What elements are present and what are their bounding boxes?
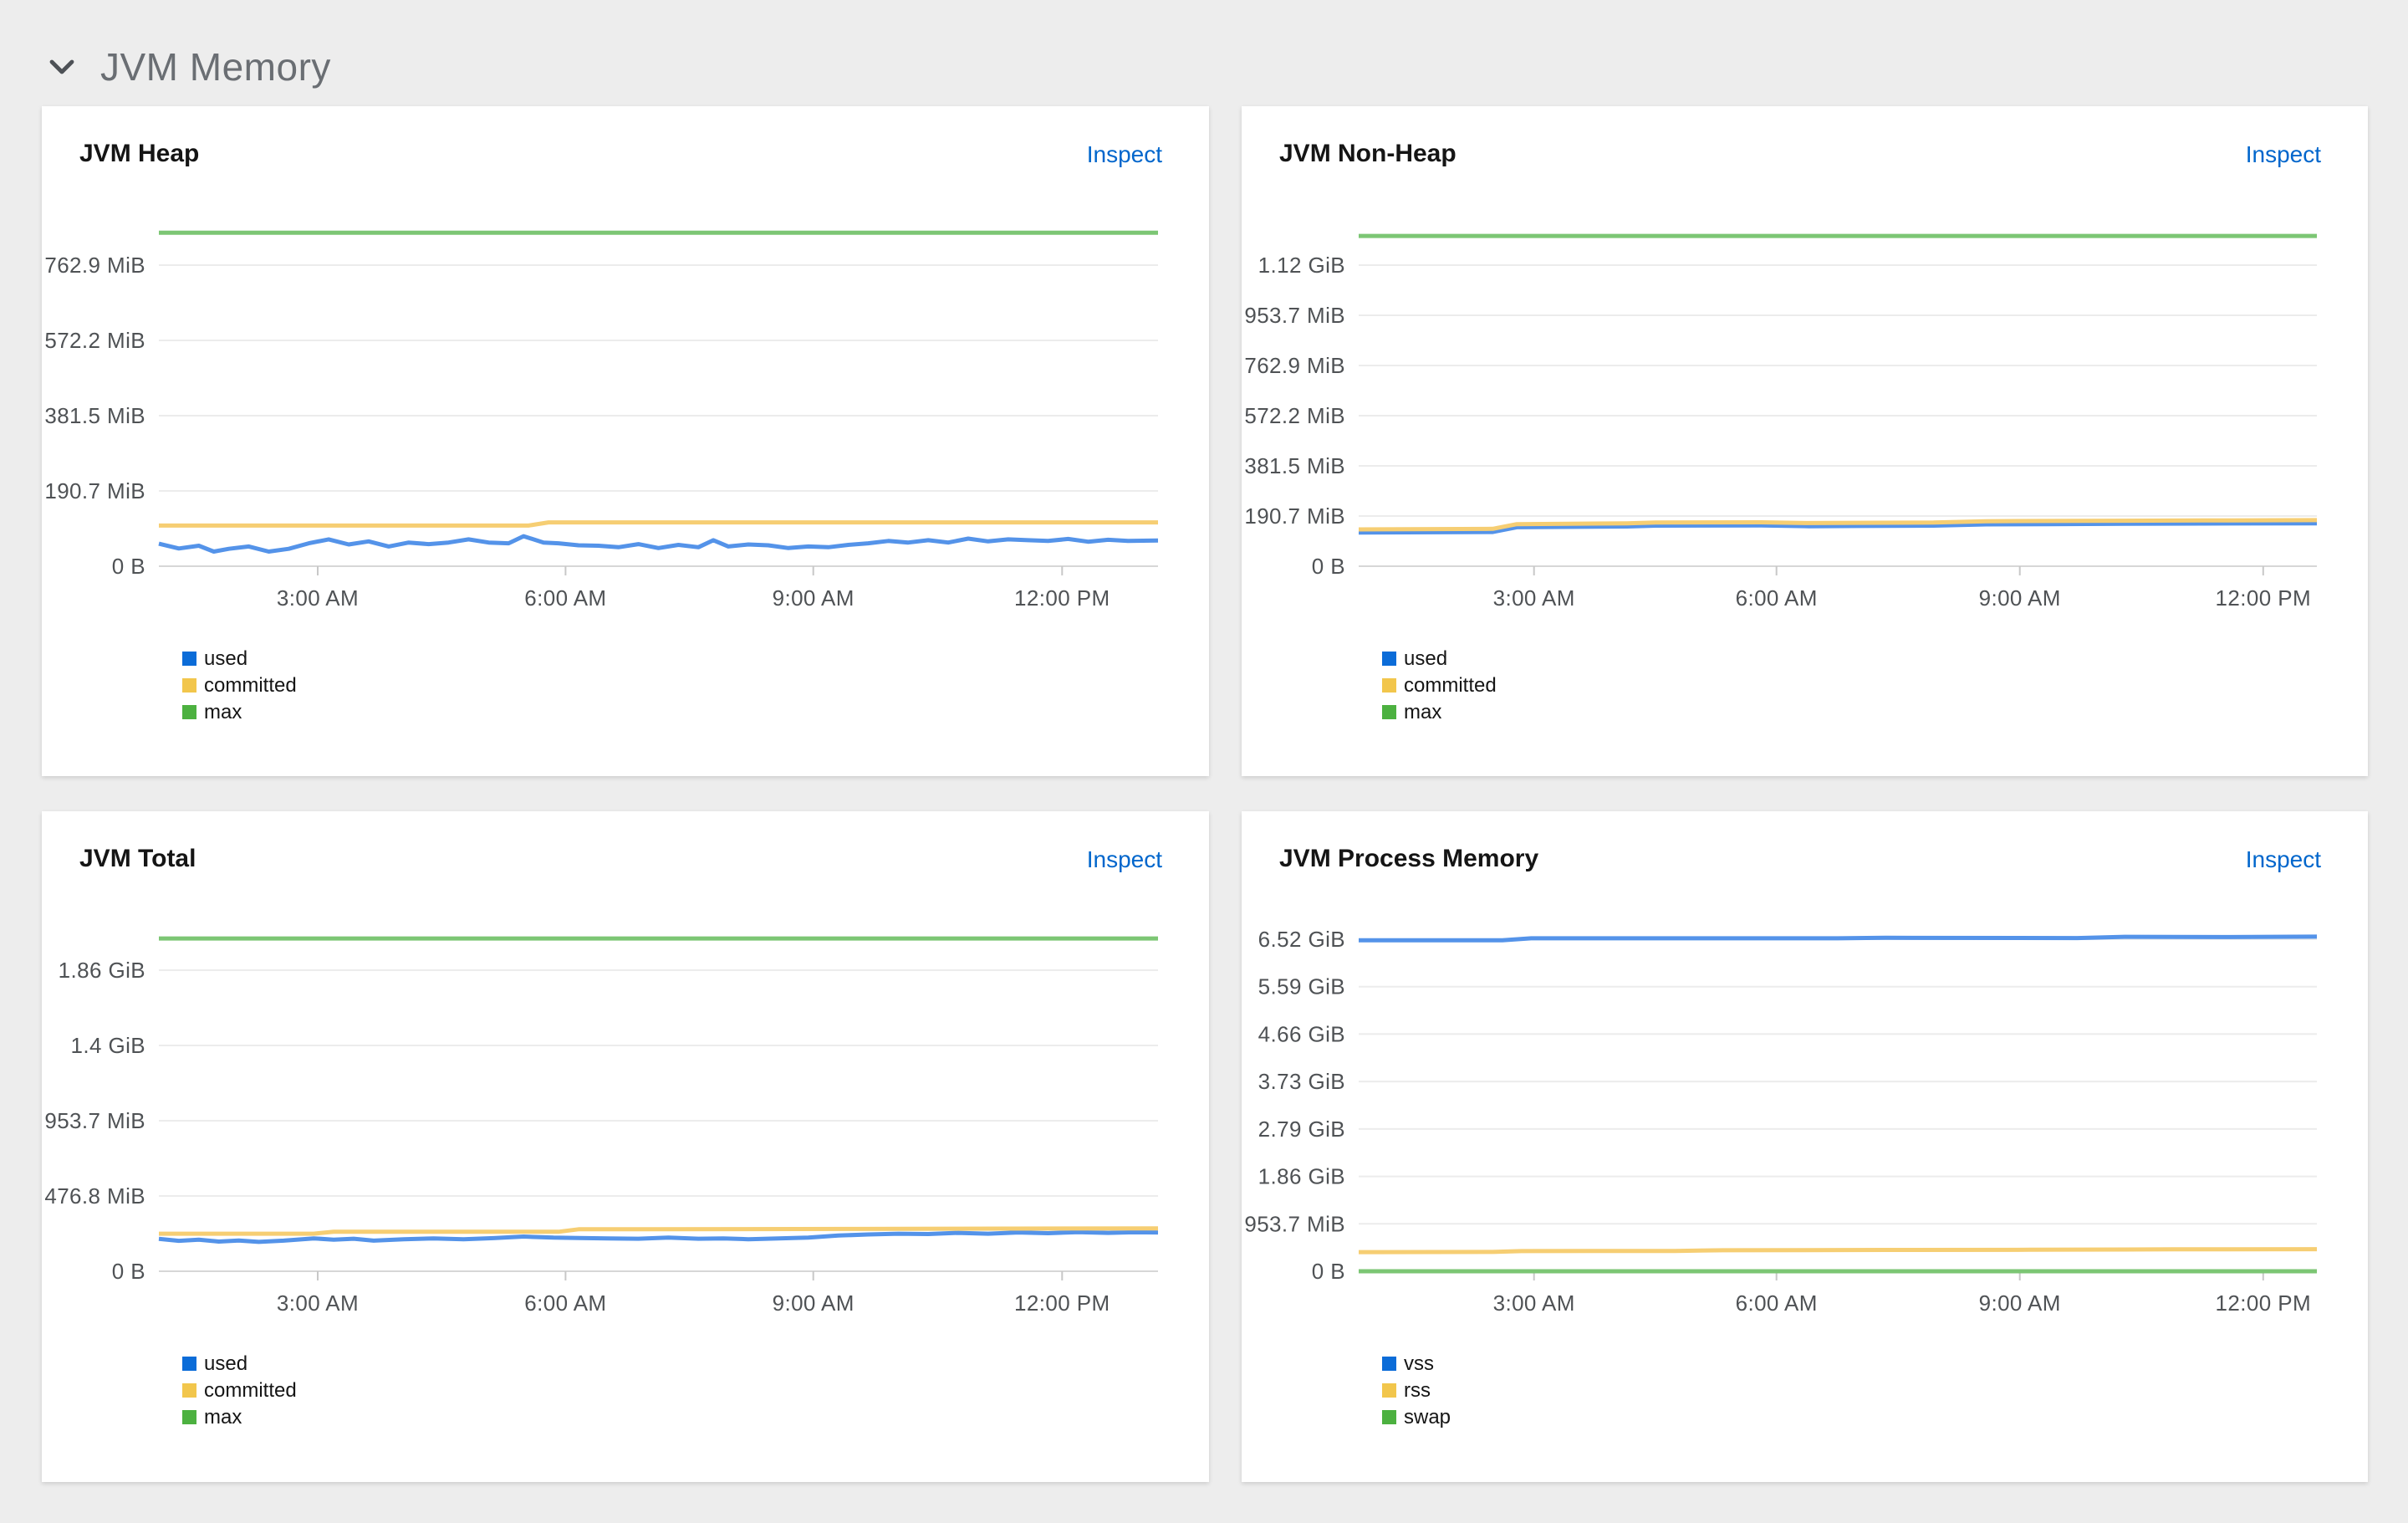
legend-swatch-vss xyxy=(1382,1357,1396,1371)
svg-text:12:00 PM: 12:00 PM xyxy=(2216,1290,2312,1316)
svg-text:3.73 GiB: 3.73 GiB xyxy=(1258,1069,1345,1094)
svg-text:9:00 AM: 9:00 AM xyxy=(773,1290,855,1316)
chart-title: JVM Total xyxy=(79,845,196,873)
legend-item-committed: committed xyxy=(1382,676,1497,695)
legend-label: max xyxy=(1404,703,1441,722)
svg-text:381.5 MiB: 381.5 MiB xyxy=(44,403,145,428)
svg-text:476.8 MiB: 476.8 MiB xyxy=(44,1183,145,1209)
svg-text:762.9 MiB: 762.9 MiB xyxy=(1244,353,1345,378)
chart-title: JVM Process Memory xyxy=(1279,845,1538,873)
svg-text:9:00 AM: 9:00 AM xyxy=(773,585,855,611)
card-jvm-process-memory: 6.52 GiB 5.59 GiB 4.66 GiB 3.73 GiB 2.79 GiB… xyxy=(1242,811,2368,1482)
svg-text:6:00 AM: 6:00 AM xyxy=(1736,585,1818,611)
legend-label: swap xyxy=(1404,1408,1451,1427)
svg-text:3:00 AM: 3:00 AM xyxy=(277,585,359,611)
chart-legend: used committed max xyxy=(182,1354,297,1427)
legend-label: used xyxy=(204,649,247,668)
legend-label: rss xyxy=(1404,1381,1431,1400)
svg-text:0 B: 0 B xyxy=(1312,554,1345,579)
svg-text:190.7 MiB: 190.7 MiB xyxy=(44,478,145,503)
svg-text:12:00 PM: 12:00 PM xyxy=(1014,1290,1110,1316)
section-jvm-memory-toggle[interactable]: JVM Memory xyxy=(47,40,331,94)
svg-text:381.5 MiB: 381.5 MiB xyxy=(1244,453,1345,478)
legend-item-used: used xyxy=(182,1354,297,1373)
inspect-link[interactable]: Inspect xyxy=(2246,141,2321,168)
legend-label: committed xyxy=(204,1381,297,1400)
legend-item-max: max xyxy=(182,1408,297,1427)
chevron-down-icon xyxy=(47,52,77,82)
svg-text:762.9 MiB: 762.9 MiB xyxy=(44,253,145,278)
legend-item-swap: swap xyxy=(1382,1408,1451,1427)
legend-label: max xyxy=(204,1408,242,1427)
inspect-link[interactable]: Inspect xyxy=(1087,846,1162,873)
legend-item-used: used xyxy=(1382,649,1497,668)
svg-text:6.52 GiB: 6.52 GiB xyxy=(1258,927,1345,952)
legend-label: max xyxy=(204,703,242,722)
card-jvm-heap: 762.9 MiB 572.2 MiB 381.5 MiB 190.7 MiB 0 B 3… xyxy=(42,106,1209,776)
svg-text:0 B: 0 B xyxy=(112,554,145,579)
legend-item-max: max xyxy=(182,703,297,722)
svg-text:572.2 MiB: 572.2 MiB xyxy=(44,328,145,353)
svg-text:0 B: 0 B xyxy=(112,1259,145,1284)
svg-text:953.7 MiB: 953.7 MiB xyxy=(44,1108,145,1133)
chart-legend: used committed max xyxy=(1382,649,1497,722)
legend-swatch-max xyxy=(1382,705,1396,719)
svg-text:4.66 GiB: 4.66 GiB xyxy=(1258,1021,1345,1046)
card-jvm-total: 1.86 GiB 1.4 GiB 953.7 MiB 476.8 MiB 0 B 3:00… xyxy=(42,811,1209,1482)
card-jvm-non-heap: 1.12 GiB 953.7 MiB 762.9 MiB 572.2 MiB 381.5… xyxy=(1242,106,2368,776)
svg-text:1.4 GiB: 1.4 GiB xyxy=(70,1033,145,1058)
svg-text:1.86 GiB: 1.86 GiB xyxy=(1258,1164,1345,1189)
legend-swatch-swap xyxy=(1382,1410,1396,1424)
svg-text:12:00 PM: 12:00 PM xyxy=(1014,585,1110,611)
legend-label: vss xyxy=(1404,1354,1434,1373)
legend-item-used: used xyxy=(182,649,297,668)
legend-swatch-used xyxy=(182,1357,196,1371)
legend-item-max: max xyxy=(1382,703,1497,722)
legend-swatch-committed xyxy=(182,1383,196,1398)
legend-label: committed xyxy=(1404,676,1497,695)
svg-text:2.79 GiB: 2.79 GiB xyxy=(1258,1117,1345,1142)
legend-item-committed: committed xyxy=(182,1381,297,1400)
svg-text:3:00 AM: 3:00 AM xyxy=(1493,1290,1575,1316)
legend-swatch-max xyxy=(182,1410,196,1424)
svg-text:9:00 AM: 9:00 AM xyxy=(1979,1290,2061,1316)
legend-item-rss: rss xyxy=(1382,1381,1451,1400)
legend-swatch-max xyxy=(182,705,196,719)
svg-text:953.7 MiB: 953.7 MiB xyxy=(1244,1211,1345,1236)
svg-text:9:00 AM: 9:00 AM xyxy=(1979,585,2061,611)
legend-swatch-committed xyxy=(182,678,196,693)
svg-text:5.59 GiB: 5.59 GiB xyxy=(1258,974,1345,999)
svg-text:6:00 AM: 6:00 AM xyxy=(524,585,606,611)
svg-text:3:00 AM: 3:00 AM xyxy=(1493,585,1575,611)
legend-label: committed xyxy=(204,676,297,695)
svg-text:1.86 GiB: 1.86 GiB xyxy=(59,958,145,983)
legend-swatch-rss xyxy=(1382,1383,1396,1398)
chart-legend: vss rss swap xyxy=(1382,1354,1451,1427)
svg-text:1.12 GiB: 1.12 GiB xyxy=(1258,253,1345,278)
legend-swatch-used xyxy=(1382,652,1396,666)
inspect-link[interactable]: Inspect xyxy=(1087,141,1162,168)
legend-label: used xyxy=(204,1354,247,1373)
svg-text:190.7 MiB: 190.7 MiB xyxy=(1244,503,1345,529)
chart-title: JVM Non-Heap xyxy=(1279,140,1457,168)
svg-text:3:00 AM: 3:00 AM xyxy=(277,1290,359,1316)
chart-legend: used committed max xyxy=(182,649,297,722)
chart-title: JVM Heap xyxy=(79,140,199,168)
svg-text:572.2 MiB: 572.2 MiB xyxy=(1244,403,1345,428)
svg-text:6:00 AM: 6:00 AM xyxy=(1736,1290,1818,1316)
legend-swatch-used xyxy=(182,652,196,666)
legend-swatch-committed xyxy=(1382,678,1396,693)
legend-label: used xyxy=(1404,649,1447,668)
svg-text:6:00 AM: 6:00 AM xyxy=(524,1290,606,1316)
svg-text:953.7 MiB: 953.7 MiB xyxy=(1244,303,1345,328)
inspect-link[interactable]: Inspect xyxy=(2246,846,2321,873)
legend-item-committed: committed xyxy=(182,676,297,695)
section-title: JVM Memory xyxy=(100,44,331,89)
svg-text:12:00 PM: 12:00 PM xyxy=(2216,585,2312,611)
svg-text:0 B: 0 B xyxy=(1312,1259,1345,1284)
legend-item-vss: vss xyxy=(1382,1354,1451,1373)
